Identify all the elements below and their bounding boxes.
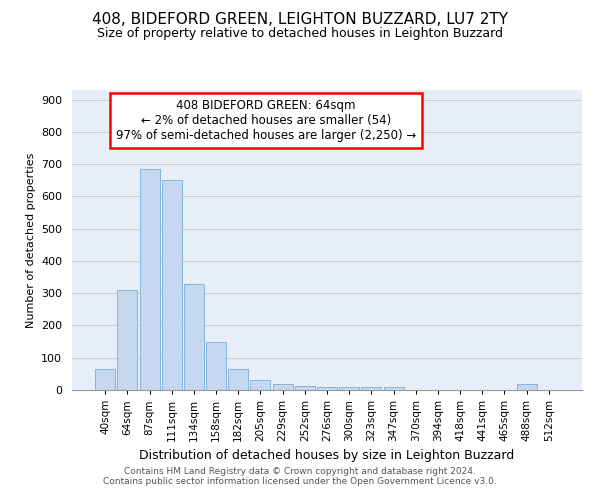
Bar bbox=[517, 384, 536, 390]
Text: 408 BIDEFORD GREEN: 64sqm
← 2% of detached houses are smaller (54)
97% of semi-d: 408 BIDEFORD GREEN: 64sqm ← 2% of detach… bbox=[116, 99, 416, 142]
Bar bbox=[339, 387, 359, 390]
Bar bbox=[95, 370, 115, 390]
Bar bbox=[383, 388, 404, 390]
Bar bbox=[184, 284, 204, 390]
Text: Contains HM Land Registry data © Crown copyright and database right 2024.: Contains HM Land Registry data © Crown c… bbox=[124, 467, 476, 476]
Text: Size of property relative to detached houses in Leighton Buzzard: Size of property relative to detached ho… bbox=[97, 28, 503, 40]
Bar bbox=[162, 180, 182, 390]
Bar bbox=[272, 384, 293, 390]
Text: 408, BIDEFORD GREEN, LEIGHTON BUZZARD, LU7 2TY: 408, BIDEFORD GREEN, LEIGHTON BUZZARD, L… bbox=[92, 12, 508, 28]
X-axis label: Distribution of detached houses by size in Leighton Buzzard: Distribution of detached houses by size … bbox=[139, 450, 515, 462]
Bar bbox=[206, 342, 226, 390]
Text: Contains public sector information licensed under the Open Government Licence v3: Contains public sector information licen… bbox=[103, 477, 497, 486]
Bar bbox=[361, 388, 382, 390]
Bar bbox=[317, 387, 337, 390]
Bar bbox=[118, 290, 137, 390]
Y-axis label: Number of detached properties: Number of detached properties bbox=[26, 152, 35, 328]
Bar bbox=[295, 386, 315, 390]
Bar bbox=[228, 369, 248, 390]
Bar bbox=[250, 380, 271, 390]
Bar bbox=[140, 169, 160, 390]
